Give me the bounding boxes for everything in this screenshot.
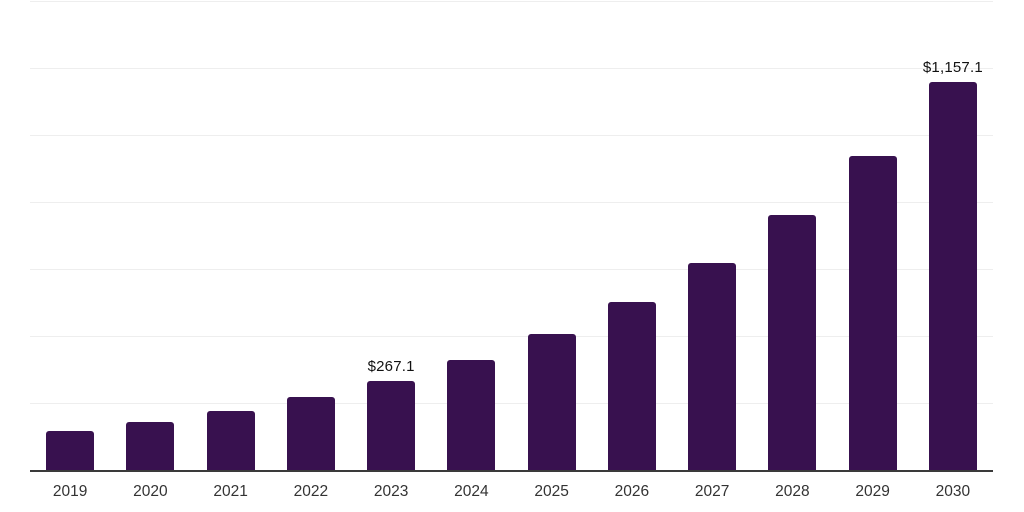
bar-2025	[527, 334, 576, 470]
bar-2021	[206, 411, 255, 470]
x-axis-label-2029: 2029	[855, 483, 890, 500]
x-axis-label-2024: 2024	[454, 483, 489, 500]
x-axis-label-2023: 2023	[373, 483, 409, 500]
bar-2027	[688, 263, 737, 470]
plot-area: $267.1 $1,157.1	[30, 1, 993, 472]
x-axis-label-2028: 2028	[775, 483, 810, 500]
gridline-200	[30, 403, 993, 404]
bar-2024	[447, 359, 496, 470]
gridline-1200	[30, 68, 993, 69]
bar-2030	[928, 82, 977, 470]
bar-2029	[848, 155, 897, 470]
gridline-800	[30, 202, 993, 203]
value-label-2030: $1,157.1	[922, 59, 983, 77]
x-axis-label-2022: 2022	[293, 483, 329, 500]
x-axis-label-2026: 2026	[614, 483, 650, 500]
x-axis-label-2027: 2027	[694, 483, 730, 500]
gridline-600	[30, 269, 993, 270]
value-label-2023: $267.1	[367, 357, 415, 375]
x-axis-label-2025: 2025	[534, 483, 569, 500]
bar-2022	[286, 397, 335, 470]
gridline-400	[30, 336, 993, 337]
x-axis-label-2020: 2020	[133, 483, 168, 500]
bar-2019	[46, 431, 95, 470]
x-axis-label-2021: 2021	[213, 483, 248, 500]
bar-2028	[768, 215, 817, 470]
x-axis-line	[30, 470, 993, 472]
x-axis-labels: 2019 2020 2021 2022 2023 2024 2025 2026 2027 2028…	[30, 470, 993, 501]
bar-2023	[367, 380, 416, 470]
bar-2020	[126, 422, 175, 470]
gridline-1000	[30, 135, 993, 136]
gridline-1400	[30, 1, 993, 2]
x-axis-label-2019: 2019	[52, 483, 88, 500]
bar-chart: $267.1 $1,157.1 2019 2020 2021 2022 2023 2024 2…	[30, 1, 993, 501]
x-axis-label-2030: 2030	[935, 483, 971, 500]
bar-2026	[607, 302, 656, 470]
